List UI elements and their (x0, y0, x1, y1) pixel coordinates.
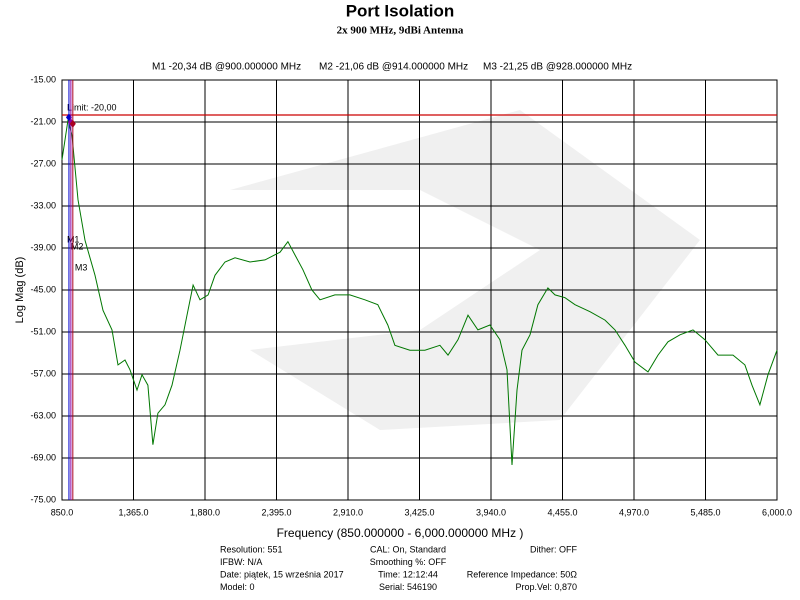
y-tick-label: -75.00 (30, 494, 56, 504)
y-tick-label: -63.00 (30, 410, 56, 420)
chart-subtitle: 2x 900 MHz, 9dBi Antenna (337, 25, 464, 37)
x-tick-label: 6,000.0 (762, 507, 792, 517)
x-tick-label: 1,365.0 (118, 507, 148, 517)
x-tick-label: 850.0 (51, 507, 74, 517)
trace-line (61, 119, 778, 466)
info-text: IFBW: N/A (220, 557, 262, 567)
y-tick-label: -21.00 (30, 116, 56, 126)
marker-point (69, 119, 76, 128)
y-tick-label: -39.00 (30, 242, 56, 252)
y-tick-label: -15.00 (30, 74, 56, 84)
x-axis-label: Frequency (850.000000 - 6,000.000000 MHz… (277, 526, 524, 540)
info-text: Model: 0 (220, 582, 255, 592)
y-axis-label: Log Mag (dB) (14, 257, 26, 324)
info-text: Dither: OFF (530, 544, 578, 554)
x-tick-label: 1,880.0 (190, 507, 220, 517)
limit-label: Limit: -20,00 (67, 102, 117, 112)
info-text: Prop.Vel: 0,870 (515, 582, 577, 592)
info-text: Serial: 546190 (379, 582, 437, 592)
marker-readout: M2 -21,06 dB @914.000000 MHz (319, 62, 468, 73)
x-tick-label: 2,395.0 (261, 507, 291, 517)
x-tick-label: 4,455.0 (547, 507, 577, 517)
x-tick-label: 2,910.0 (333, 507, 363, 517)
y-tick-label: -27.00 (30, 158, 56, 168)
info-text: Time: 12:12:44 (378, 569, 438, 579)
info-text: Date: piątek, 15 września 2017 (220, 569, 344, 579)
marker-readout: M3 -21,25 dB @928.000000 MHz (483, 62, 632, 73)
info-text: Reference Impedance: 50Ω (467, 569, 578, 579)
marker-readout: M1 -20,34 dB @900.000000 MHz (152, 62, 301, 73)
y-tick-label: -33.00 (30, 200, 56, 210)
info-text: CAL: On, Standard (370, 544, 446, 554)
info-text: Smoothing %: OFF (370, 557, 447, 567)
marker-name: M3 (75, 262, 88, 272)
y-tick-label: -57.00 (30, 368, 56, 378)
y-tick-label: -45.00 (30, 284, 56, 294)
x-tick-label: 4,970.0 (619, 507, 649, 517)
x-tick-label: 3,425.0 (404, 507, 434, 517)
y-tick-label: -69.00 (30, 452, 56, 462)
info-text: Resolution: 551 (220, 544, 283, 554)
y-tick-label: -51.00 (30, 326, 56, 336)
chart-title: Port Isolation (346, 1, 455, 20)
marker-name: M2 (71, 241, 84, 251)
x-tick-label: 5,485.0 (690, 507, 720, 517)
x-tick-label: 3,940.0 (476, 507, 506, 517)
